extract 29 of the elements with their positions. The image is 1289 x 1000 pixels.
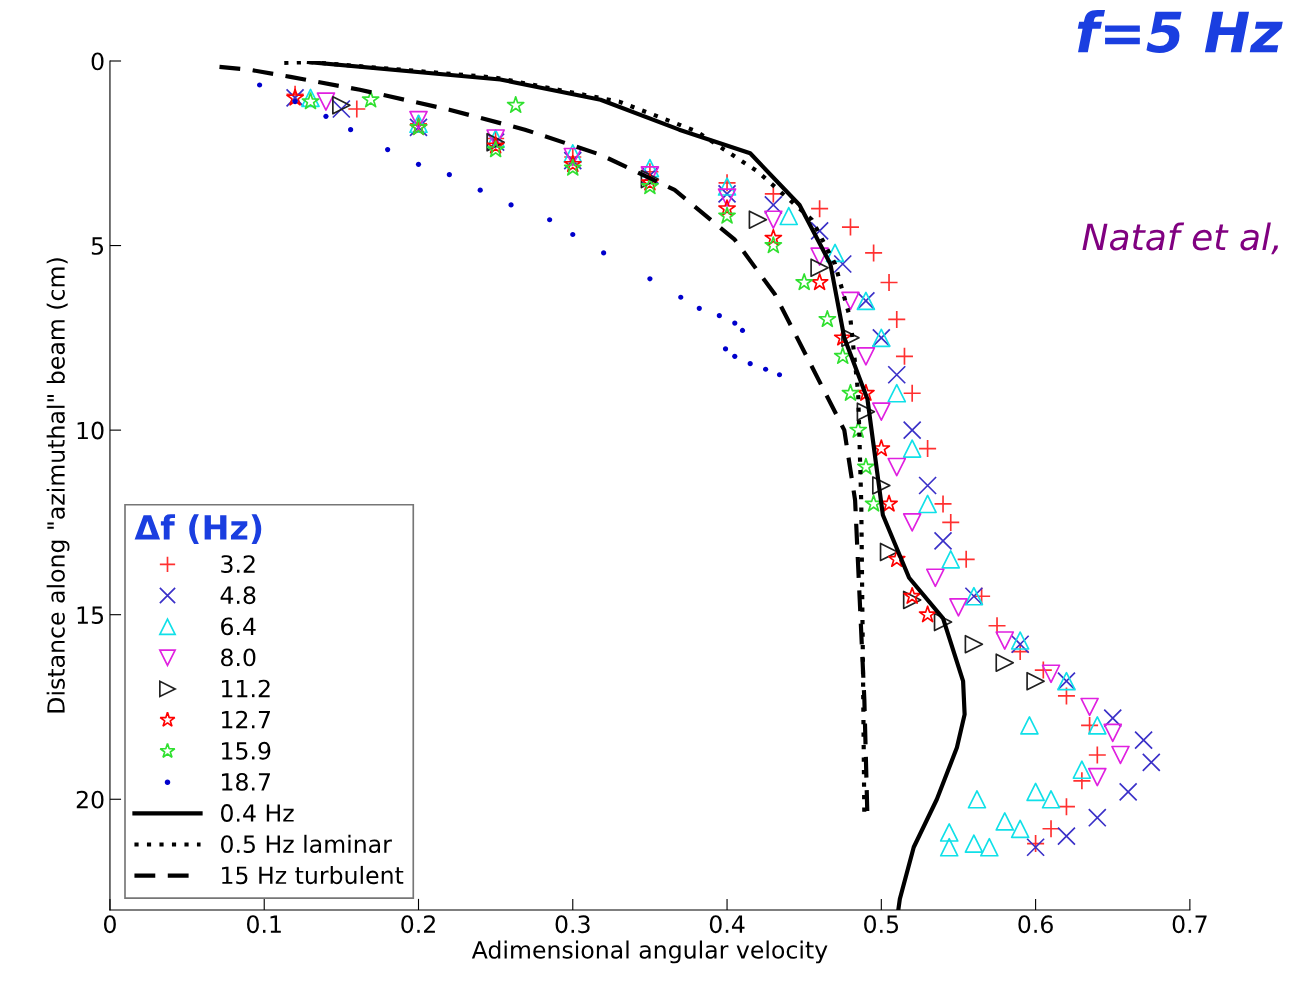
x-tick-label: 0 [104,915,116,934]
y-tick-label: 20 [76,790,104,809]
x-tick-label: 0.1 [247,915,281,934]
legend-label: 15 Hz turbulent [222,865,404,885]
y-tick-label: 10 [77,421,104,440]
x-tick-label: 0.4 [709,915,745,934]
y-tick-label: 0 [91,52,104,71]
legend-label: 12.7 [222,710,270,729]
legend-label: 0.5 Hz laminar [221,834,392,854]
legend-label: 3.2 [221,555,255,574]
legend-label: 0.4 Hz [221,804,294,822]
x-tick-label: 0.6 [1018,915,1053,934]
x-tick-label: 0.5 [864,915,899,934]
x-tick-label: 0.3 [555,915,590,934]
legend-label: 15.9 [222,741,271,760]
legend-label: 4.8 [220,586,256,605]
x-tick-label: 0.7 [1172,915,1207,934]
legend-label: 18.7 [222,772,270,791]
legend-label: 11.2 [222,679,270,698]
y-tick-label: 5 [91,237,104,255]
annotation: Nataf et al, [1082,222,1279,255]
y-tick-label: 15 [77,606,104,624]
legend-title: Δf (Hz) [134,514,262,544]
legend-label: 6.4 [221,617,256,636]
y-axis-title: Distance along "azimuthal" beam (cm) [46,258,70,713]
legend-label: 8.0 [221,648,256,667]
x-axis-title: Adimensional angular velocity [471,940,828,964]
chart-title: f=5 Hz [1077,10,1283,53]
x-tick-label: 0.2 [401,915,435,934]
